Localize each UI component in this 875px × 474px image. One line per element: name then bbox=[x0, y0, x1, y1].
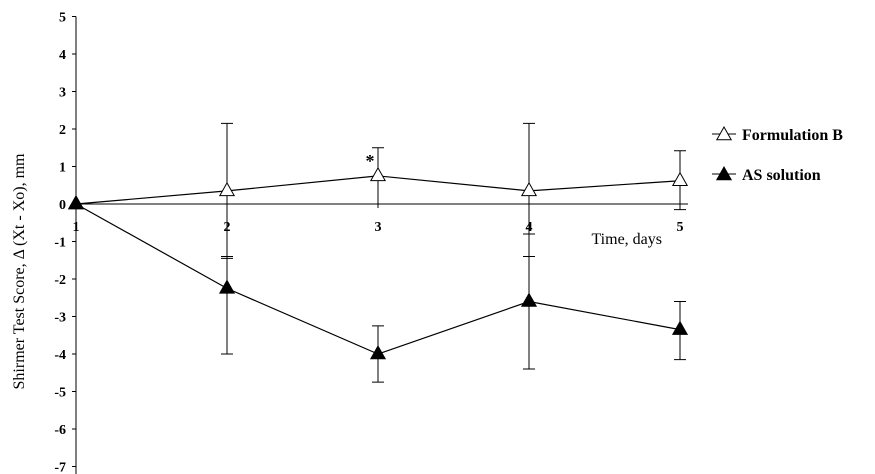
data-point bbox=[218, 279, 236, 294]
data-point bbox=[218, 181, 236, 197]
y-tick-label: -6 bbox=[54, 423, 66, 438]
significance-annotation: * bbox=[366, 151, 375, 171]
y-tick-label: -5 bbox=[54, 386, 66, 401]
y-tick-label: 5 bbox=[59, 11, 66, 26]
error-bars bbox=[221, 122, 686, 383]
legend-marker bbox=[715, 125, 733, 141]
y-tick-label: -4 bbox=[54, 348, 66, 363]
x-tick-label: 2 bbox=[224, 220, 231, 235]
series-markers bbox=[67, 166, 689, 360]
data-point bbox=[67, 194, 85, 210]
data-point bbox=[520, 181, 538, 197]
data-point bbox=[369, 344, 387, 360]
legend-label: Formulation B bbox=[742, 127, 843, 144]
y-tick-label: -2 bbox=[54, 273, 66, 288]
x-tick-label: 4 bbox=[526, 220, 533, 235]
data-point bbox=[671, 320, 689, 335]
y-tick-label: -1 bbox=[54, 236, 66, 251]
x-tick-label: 3 bbox=[375, 220, 382, 235]
y-tick-label: 0 bbox=[59, 198, 66, 213]
x-axis-label: Time, days bbox=[591, 231, 662, 248]
y-tick-label: 3 bbox=[59, 86, 66, 101]
legend-label: AS solution bbox=[742, 167, 821, 184]
data-point bbox=[520, 292, 538, 307]
legend: Formulation B AS solution bbox=[712, 125, 843, 184]
y-tick-label: -7 bbox=[54, 461, 66, 474]
y-tick-label: -3 bbox=[54, 311, 66, 326]
y-tick-label: 4 bbox=[59, 48, 66, 63]
data-point bbox=[671, 171, 689, 187]
annotations: * bbox=[366, 151, 375, 171]
x-tick-label: 1 bbox=[73, 220, 80, 235]
y-axis-label: Shirmer Test Score, Δ (Xt - Xo), mm bbox=[11, 153, 28, 390]
y-tick-label: 2 bbox=[59, 123, 66, 138]
y-tick-label: 1 bbox=[59, 161, 66, 176]
legend-marker bbox=[715, 165, 733, 181]
x-tick-label: 5 bbox=[677, 220, 684, 235]
data-point bbox=[369, 166, 387, 182]
